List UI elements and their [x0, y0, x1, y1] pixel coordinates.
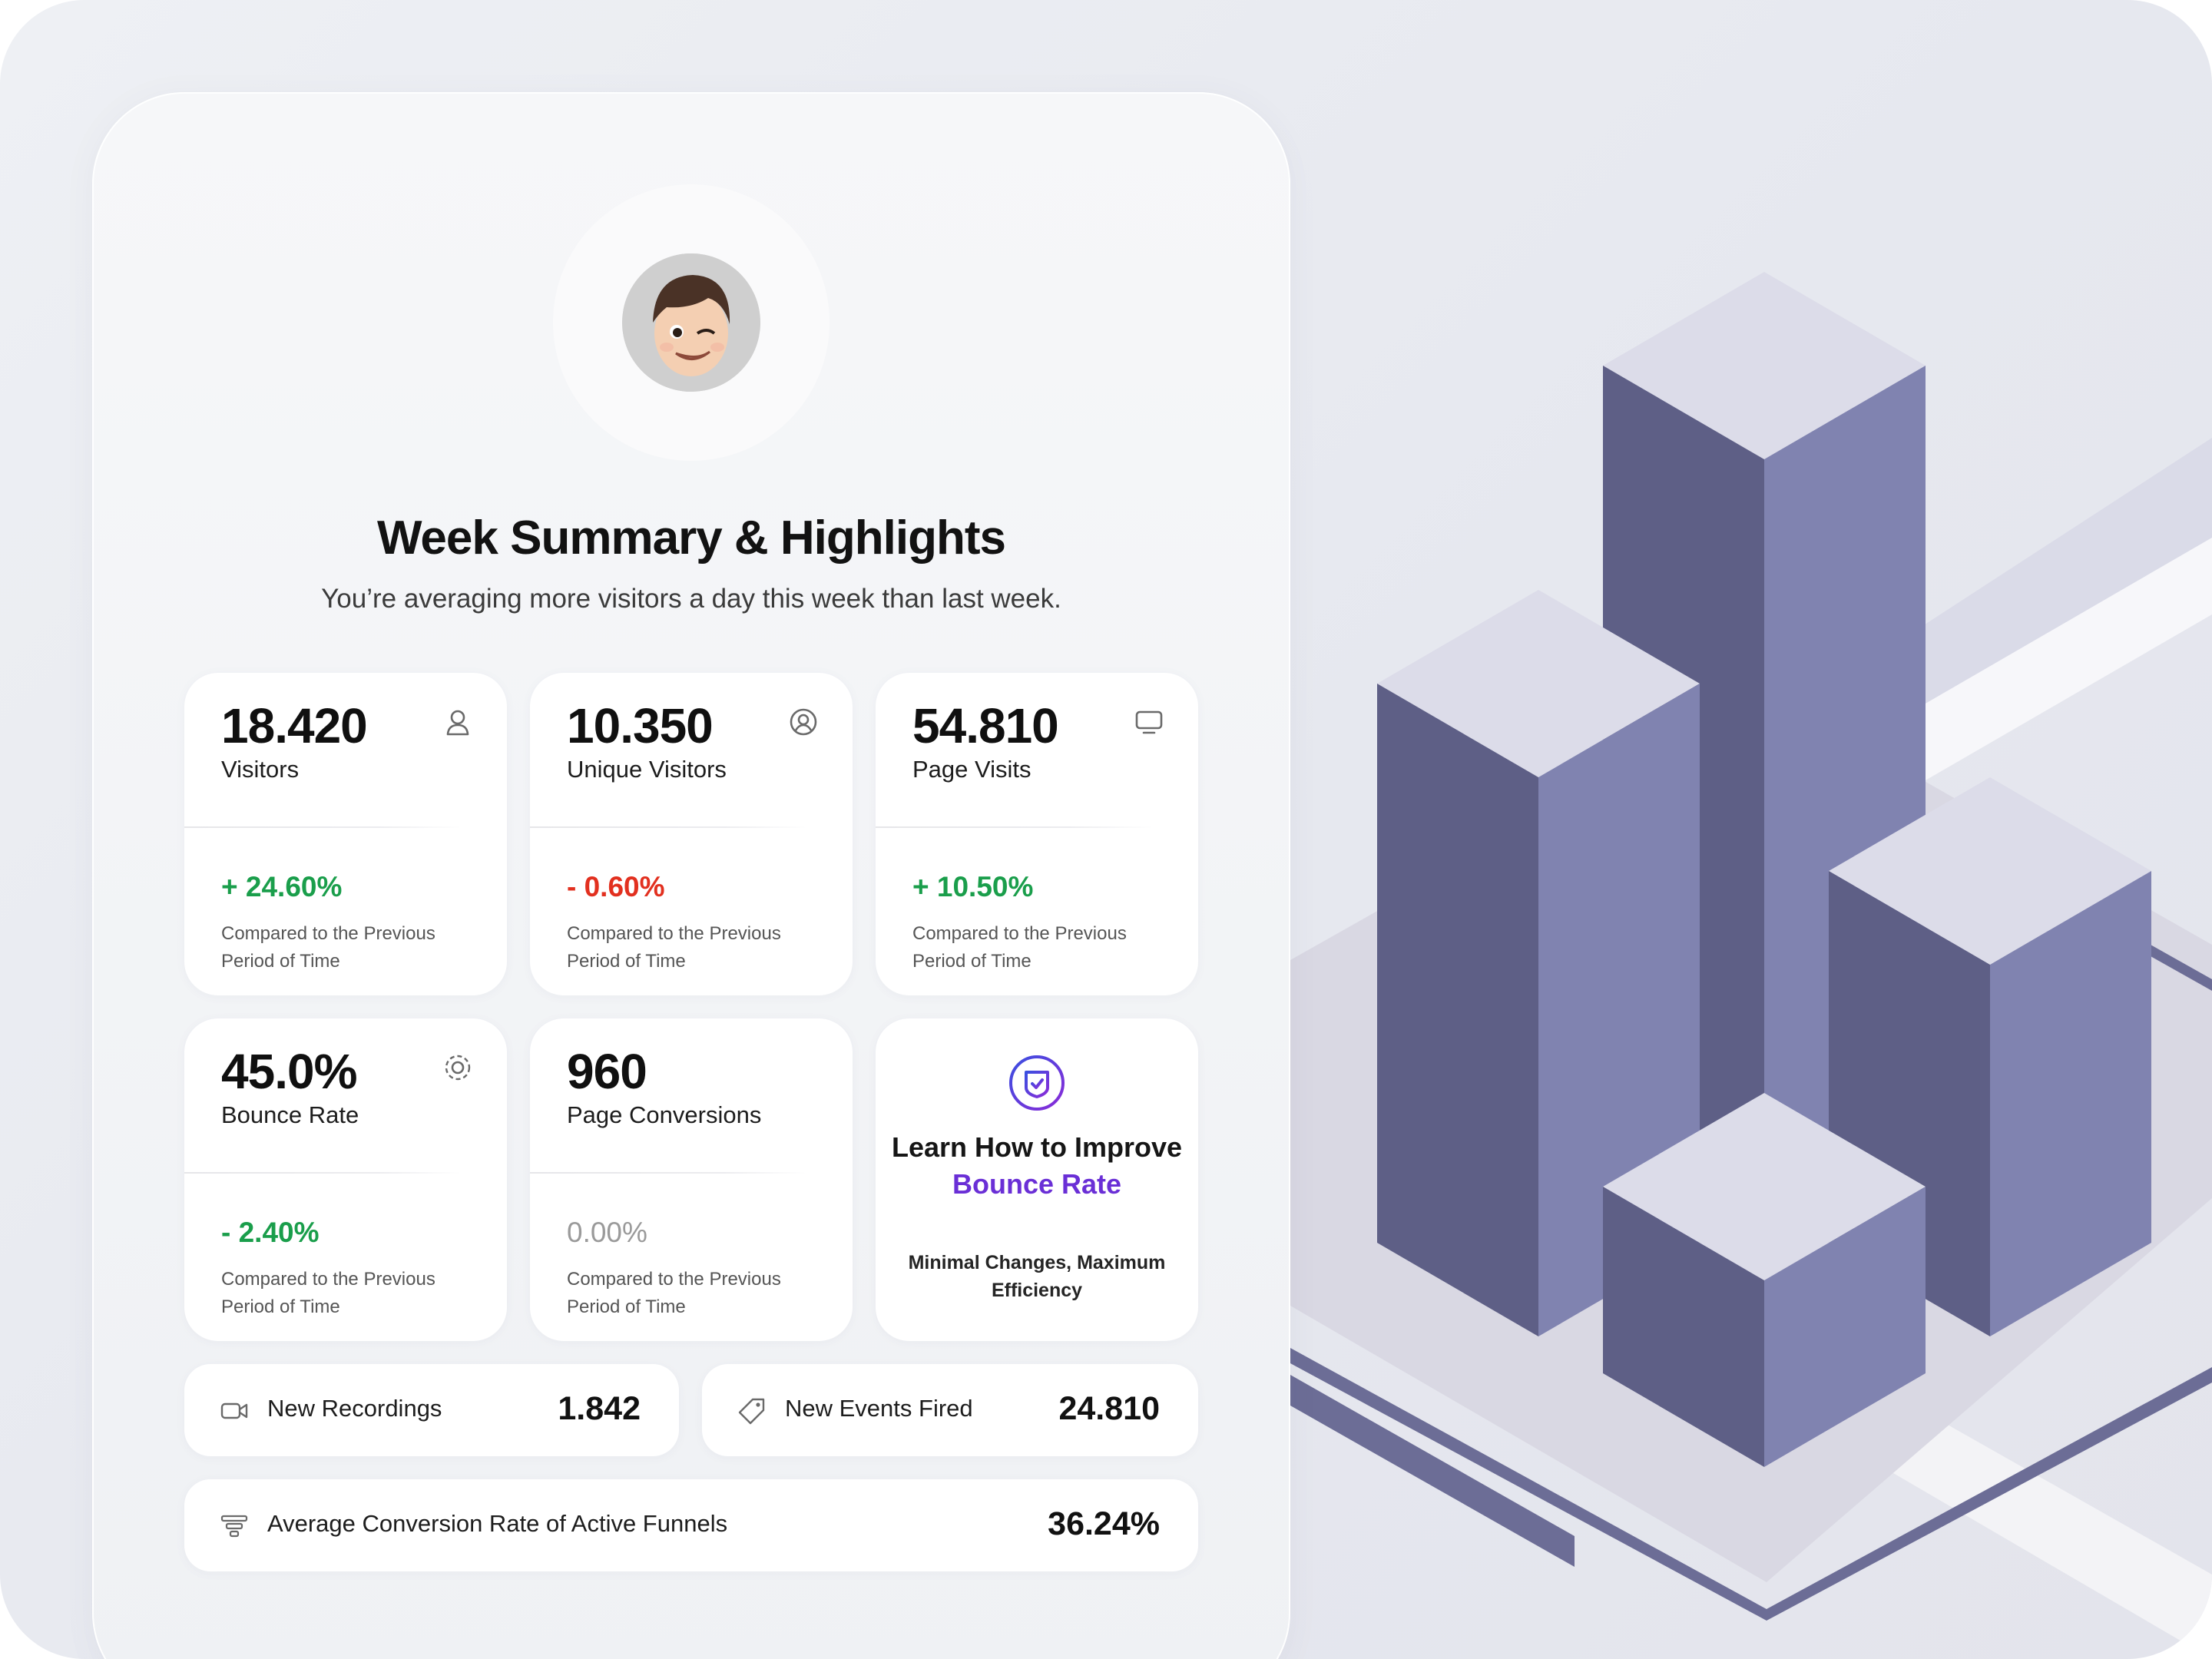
page-subtitle: You’re averaging more visitors a day thi…	[321, 584, 1061, 614]
row-value: 36.24%	[1048, 1505, 1160, 1542]
new-recordings-row[interactable]: New Recordings 1.842	[184, 1364, 679, 1456]
page-title: Week Summary & Highlights	[377, 512, 1006, 565]
stat-label: Page Conversions	[567, 1101, 762, 1128]
bounce-rate-tip-card[interactable]: Learn How to Improve Bounce Rate Minimal…	[876, 1018, 1198, 1341]
avatar-halo	[553, 184, 830, 461]
tip-subtitle: Minimal Changes, Maximum Efficiency	[908, 1252, 1166, 1301]
row-value: 1.842	[558, 1390, 641, 1427]
stat-compare-note: Compared to the Previous Period of Time	[567, 923, 781, 972]
video-icon	[220, 1402, 248, 1419]
card-divider	[184, 1172, 461, 1174]
stat-label: Bounce Rate	[221, 1101, 359, 1128]
stat-value: 54.810	[912, 698, 1059, 753]
platform-edge	[2151, 945, 2212, 991]
summary-panel: Week Summary & Highlights You’re averagi…	[92, 92, 1290, 1659]
stat-label: Unique Visitors	[567, 756, 727, 783]
memoji-face-icon	[622, 253, 760, 392]
user-circle-icon	[790, 708, 817, 736]
card-divider	[530, 826, 806, 828]
stat-change: - 0.60%	[567, 871, 665, 902]
stat-compare-note: Compared to the Previous Period of Time	[221, 923, 435, 972]
avatar[interactable]	[622, 253, 760, 392]
target-icon	[445, 1055, 471, 1081]
row-label: New Recordings	[267, 1395, 442, 1422]
monitor-icon	[1135, 710, 1163, 734]
stat-change: + 10.50%	[912, 871, 1034, 902]
stat-compare-note: Compared to the Previous Period of Time	[221, 1269, 435, 1317]
platform-edge	[1290, 1375, 1575, 1567]
bg-strip-light	[1920, 538, 2212, 783]
stat-compare-note: Compared to the Previous Period of Time	[567, 1269, 781, 1317]
new-events-row[interactable]: New Events Fired 24.810	[702, 1364, 1198, 1456]
row-label: Average Conversion Rate of Active Funnel…	[267, 1510, 728, 1537]
stat-change: 0.00%	[567, 1217, 647, 1248]
stat-label: Visitors	[221, 756, 300, 783]
stat-value: 960	[567, 1044, 647, 1099]
stat-card-unique-visitors[interactable]: 10.350 Unique Visitors - 0.60% Compared …	[530, 673, 853, 995]
tip-title-text: Learn How to Improve	[891, 1131, 1183, 1163]
user-icon	[446, 710, 469, 736]
stat-card-page-visits[interactable]: 54.810 Page Visits + 10.50% Compared to …	[876, 673, 1198, 995]
funnel-conversion-row[interactable]: Average Conversion Rate of Active Funnel…	[184, 1479, 1198, 1571]
stat-card-bounce-rate[interactable]: 45.0% Bounce Rate - 2.40% Compared to th…	[184, 1018, 507, 1341]
stat-card-visitors[interactable]: 18.420 Visitors + 24.60% Compared to the…	[184, 673, 507, 995]
stat-change: + 24.60%	[221, 871, 343, 902]
stat-value: 45.0%	[221, 1044, 357, 1099]
stat-compare-note: Compared to the Previous Period of Time	[912, 923, 1127, 972]
block-right	[1764, 1187, 1926, 1467]
stat-change: - 2.40%	[221, 1217, 320, 1248]
stat-value: 10.350	[567, 698, 714, 753]
row-value: 24.810	[1058, 1390, 1160, 1427]
stat-label: Page Visits	[912, 756, 1031, 783]
card-divider	[876, 826, 1152, 828]
tag-icon	[738, 1398, 765, 1425]
block-left	[1377, 684, 1538, 1336]
card-divider	[530, 1172, 806, 1174]
block-right	[1990, 871, 2151, 1336]
shield-check-icon	[1009, 1055, 1065, 1111]
card-divider	[184, 826, 461, 828]
funnel-icon	[220, 1515, 248, 1538]
tip-title: Learn How to Improve Bounce Rate	[891, 1129, 1183, 1203]
stat-value: 18.420	[221, 698, 368, 753]
tip-title-accent[interactable]: Bounce Rate	[952, 1168, 1122, 1200]
row-label: New Events Fired	[785, 1395, 973, 1422]
block-left	[1603, 1187, 1764, 1467]
stat-card-page-conversions[interactable]: 960 Page Conversions 0.00% Compared to t…	[530, 1018, 853, 1341]
